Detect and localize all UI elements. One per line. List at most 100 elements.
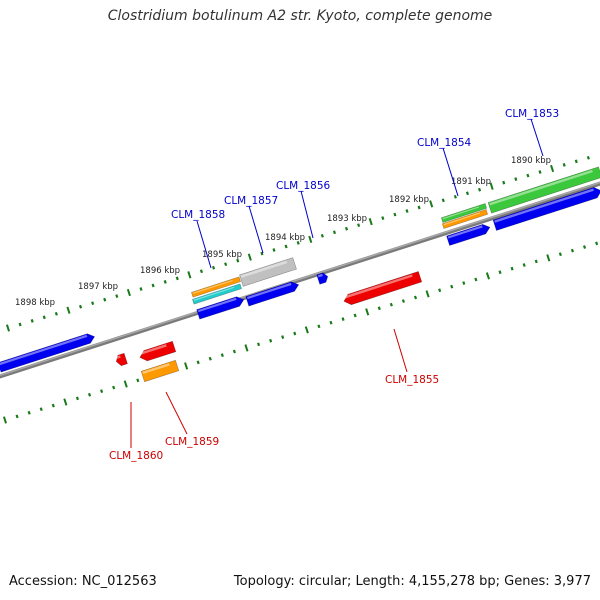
scale-minor-tick <box>232 349 236 354</box>
scale-major-tick <box>485 272 490 280</box>
gene-label-leader <box>300 190 314 239</box>
gene-label-leader <box>530 118 544 157</box>
outer-scale-track <box>5 155 590 332</box>
scale-minor-tick <box>478 187 482 192</box>
scale-major-tick <box>365 308 370 316</box>
scale-minor-tick <box>103 297 107 302</box>
gene-body <box>139 340 177 362</box>
genome-backbone <box>0 181 600 379</box>
gene-arrow-blue <box>196 296 245 320</box>
scale-minor-tick <box>582 245 587 249</box>
scale-minor-tick <box>236 258 240 263</box>
scale-minor-tick <box>381 216 385 220</box>
gene-label: CLM_1857 <box>224 195 278 207</box>
scale-major-tick <box>63 398 68 406</box>
gene-label: CLM_1856 <box>276 180 331 192</box>
scale-minor-tick <box>293 331 297 336</box>
gene-body <box>316 272 329 285</box>
gene-body <box>446 224 491 246</box>
scale-major-tick <box>2 416 8 424</box>
scale-minor-tick <box>586 155 590 160</box>
scale-minor-tick <box>389 302 393 307</box>
gene-body <box>239 257 297 287</box>
gene-label: CLM_1859 <box>165 436 219 448</box>
scale-minor-tick <box>42 315 46 320</box>
gene-arrow-orange <box>441 209 489 229</box>
scale-minor-tick <box>413 295 418 300</box>
scale-minor-tick <box>260 251 264 256</box>
scale-minor-tick <box>510 266 514 271</box>
scale-minor-tick <box>502 180 506 185</box>
scale-label: 1892 kbp <box>389 195 429 205</box>
scale-minor-tick <box>353 313 357 318</box>
scale-minor-tick <box>54 311 58 316</box>
gene-arrow-cyan <box>192 283 242 305</box>
scale-minor-tick <box>595 241 599 246</box>
scale-minor-tick <box>75 396 79 401</box>
scale-label: 1891 kbp <box>451 177 491 187</box>
gene-label: CLM_1855 <box>385 374 439 386</box>
scale-minor-tick <box>269 338 273 343</box>
scale-minor-tick <box>79 304 83 309</box>
scale-major-tick <box>368 218 373 226</box>
scale-minor-tick <box>272 248 276 252</box>
gene-body <box>487 166 600 214</box>
scale-major-tick <box>247 253 252 261</box>
scale-major-tick <box>187 271 192 279</box>
gene-shine <box>317 273 323 278</box>
scale-label: 1896 kbp <box>140 266 180 276</box>
scale-major-tick <box>5 324 11 332</box>
scale-minor-tick <box>100 389 104 394</box>
scale-minor-tick <box>151 283 155 288</box>
scale-minor-tick <box>136 378 140 383</box>
gene-arrow-red <box>343 271 423 306</box>
scale-label: 1893 kbp <box>327 214 367 224</box>
scale-minor-tick <box>570 248 575 253</box>
scale-minor-tick <box>112 385 116 390</box>
gene-shine <box>193 286 234 301</box>
scale-major-tick <box>126 288 131 297</box>
scale-minor-tick <box>574 159 578 164</box>
gene-label-leader <box>196 220 212 269</box>
gene-shine <box>343 274 413 299</box>
gene-arrow-red <box>139 340 177 362</box>
gene-label-leader <box>165 391 188 435</box>
scale-label: 1890 kbp <box>511 156 551 166</box>
scale-minor-tick <box>377 306 381 311</box>
gene-arrow-blue <box>0 333 96 373</box>
scale-minor-tick <box>139 287 143 291</box>
gene-body <box>140 359 180 383</box>
gene-shine <box>442 206 480 220</box>
gene-arrow-green <box>487 166 600 214</box>
gene-shine <box>192 279 233 294</box>
scale-minor-tick <box>87 392 92 397</box>
scale-minor-tick <box>405 209 409 213</box>
gene-label-leader <box>393 328 408 373</box>
scale-major-tick <box>123 380 128 388</box>
scale-minor-tick <box>27 410 31 415</box>
scale-minor-tick <box>175 276 179 281</box>
scale-minor-tick <box>196 360 200 365</box>
gene-label: CLM_1860 <box>109 450 163 462</box>
scale-minor-tick <box>91 301 95 306</box>
scale-minor-tick <box>526 173 530 178</box>
scale-minor-tick <box>320 233 324 238</box>
scale-minor-tick <box>296 241 300 245</box>
inner-scale-track <box>2 241 599 424</box>
scale-minor-tick <box>220 353 224 357</box>
scale-minor-tick <box>163 280 167 284</box>
scale-minor-tick <box>257 342 261 347</box>
scale-major-tick <box>489 182 494 190</box>
scale-label: 1895 kbp <box>202 250 242 260</box>
genome-backbone-highlight <box>0 181 600 377</box>
scale-minor-tick <box>401 299 405 303</box>
scale-major-tick <box>66 306 71 314</box>
scale-minor-tick <box>465 191 469 196</box>
scale-minor-tick <box>522 263 526 267</box>
gene-body <box>492 187 600 231</box>
gene-shine <box>246 282 292 300</box>
gene-shine <box>142 363 170 375</box>
scale-minor-tick <box>212 265 216 270</box>
scale-minor-tick <box>345 226 349 231</box>
